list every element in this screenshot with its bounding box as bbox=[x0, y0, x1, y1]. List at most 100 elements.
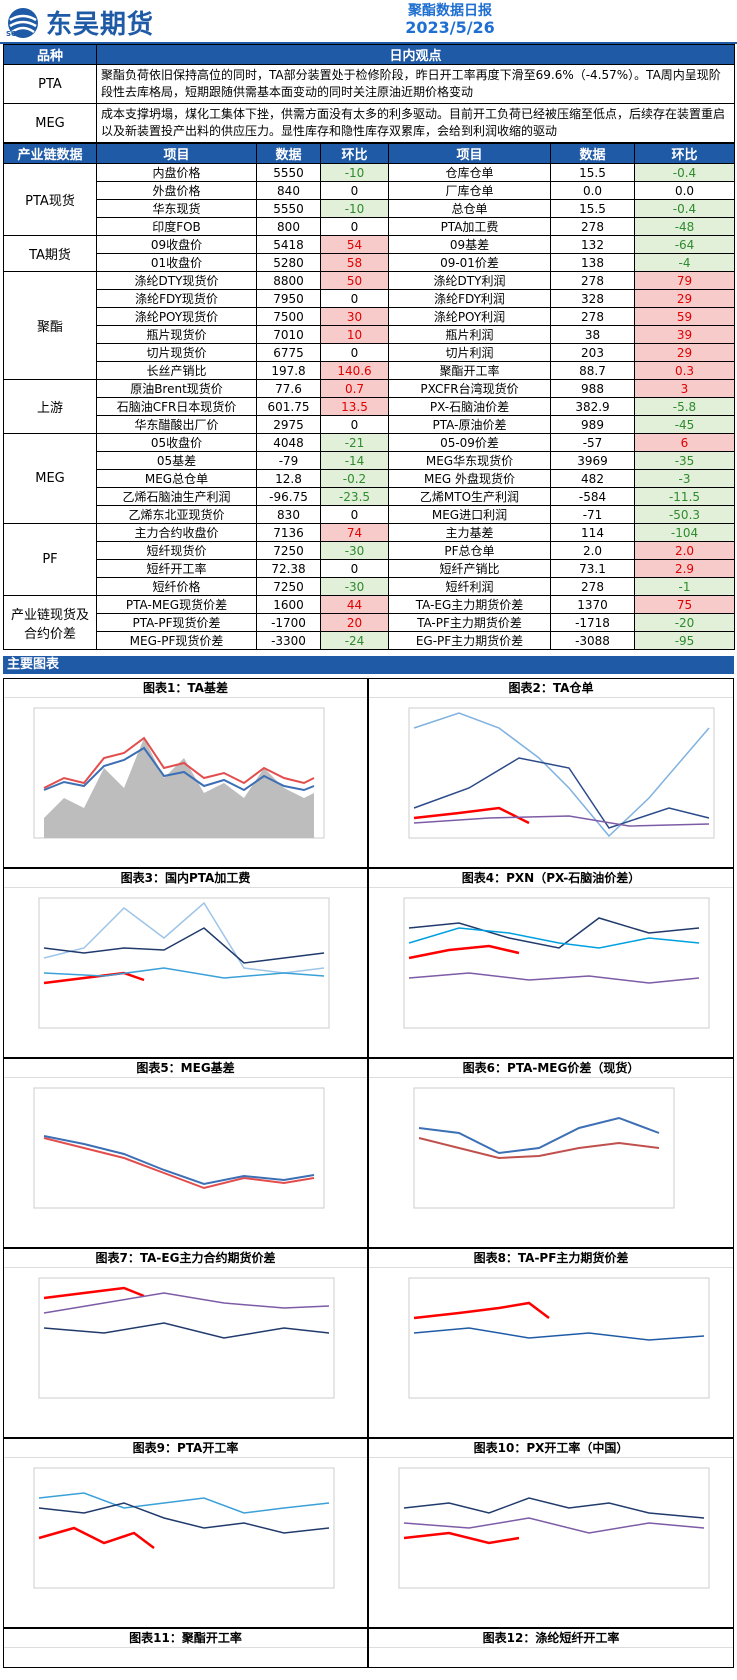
report-header: 东吴期货 SCF 聚酯数据日报 2023/5/26 bbox=[0, 0, 737, 44]
table-row: MEG-PF现货价差 -3300 -24 EG-PF主力期货价差 -3088 -95 bbox=[4, 631, 735, 650]
item-cell: 内盘价格 bbox=[96, 163, 257, 182]
item-cell: 瓶片现货价 bbox=[96, 325, 257, 344]
item-cell: 05收盘价 bbox=[96, 433, 257, 452]
value-cell: 988 bbox=[550, 379, 635, 398]
item-cell: PXCFR台湾现货价 bbox=[388, 379, 551, 398]
chart-title: 图表8：TA-PF主力期货价差 bbox=[369, 1249, 733, 1268]
item-cell: 短纤现货价 bbox=[96, 541, 257, 560]
value-cell: 830 bbox=[256, 505, 321, 524]
table-row: 瓶片现货价 7010 10 瓶片利润 38 39 bbox=[4, 325, 735, 344]
value-cell: 7950 bbox=[256, 289, 321, 308]
view-row-meg: MEG 成本支撑坍塌，煤化工集体下挫，供需方面没有太多的利多驱动。目前开工负荷已… bbox=[3, 103, 735, 143]
value-cell: 5550 bbox=[256, 199, 321, 218]
change-cell: -11.5 bbox=[634, 487, 735, 506]
change-cell: 0 bbox=[320, 505, 389, 524]
item-cell: 涤纶DTY现货价 bbox=[96, 271, 257, 290]
change-cell: -64 bbox=[634, 235, 735, 254]
value-cell: 0.0 bbox=[550, 181, 635, 200]
view-text: 成本支撑坍塌，煤化工集体下挫，供需方面没有太多的利多驱动。目前开工负荷已经被压缩… bbox=[96, 103, 735, 143]
chart-pta-margin: 图表3：国内PTA加工费 bbox=[3, 868, 368, 1058]
table-row: MEG 05收盘价 4048 -21 05-09价差 -57 6 bbox=[3, 433, 735, 524]
view-text: 聚酯负荷依旧保持高位的同时，TA部分装置处于检修阶段，昨日开工率再度下滑至69.… bbox=[96, 64, 735, 104]
change-cell: 58 bbox=[320, 253, 389, 272]
views-col-intraday: 日内观点 bbox=[96, 44, 735, 65]
table-row: 切片现货价 6775 0 切片利润 203 29 bbox=[4, 343, 735, 362]
change-cell: -48 bbox=[634, 217, 735, 236]
change-cell: -1 bbox=[634, 577, 735, 596]
value-cell: -1718 bbox=[550, 613, 635, 632]
table-row: 长丝产销比 197.8 140.6 聚酯开工率 88.7 0.3 bbox=[4, 361, 735, 380]
chart-polyester-operating-rate: 图表11：聚酯开工率 bbox=[3, 1628, 368, 1668]
change-cell: 75 bbox=[634, 595, 735, 614]
change-cell: 0.3 bbox=[634, 361, 735, 380]
value-cell: 1370 bbox=[550, 595, 635, 614]
change-cell: 13.5 bbox=[320, 397, 389, 416]
chart-plot bbox=[33, 707, 325, 839]
item-cell: 短纤开工率 bbox=[96, 559, 257, 578]
chart-plot bbox=[413, 1087, 675, 1209]
value-cell: 278 bbox=[550, 271, 635, 290]
value-cell: 5280 bbox=[256, 253, 321, 272]
change-cell: 54 bbox=[320, 235, 389, 254]
chart-plot bbox=[33, 1087, 325, 1209]
change-cell: -95 bbox=[634, 631, 735, 650]
data-body: PTA现货 内盘价格 5550 -10 仓库仓单 15.5 -0.4 外盘价格 840 0 厂库仓单… bbox=[3, 163, 735, 650]
value-cell: 114 bbox=[550, 523, 635, 542]
chart-title: 图表5：MEG基差 bbox=[4, 1059, 367, 1078]
item-cell: 短纤价格 bbox=[96, 577, 257, 596]
change-cell: 20 bbox=[320, 613, 389, 632]
item-cell: 厂库仓单 bbox=[388, 181, 551, 200]
change-cell: 0 bbox=[320, 343, 389, 362]
chart-title: 图表7：TA-EG主力合约期货价差 bbox=[4, 1249, 367, 1268]
item-cell: 05-09价差 bbox=[388, 433, 551, 452]
item-cell: 长丝产销比 bbox=[96, 361, 257, 380]
change-cell: 50 bbox=[320, 271, 389, 290]
chart-title: 图表2：TA仓单 bbox=[369, 679, 733, 698]
item-cell: 短纤利润 bbox=[388, 577, 551, 596]
item-cell: 涤纶DTY利润 bbox=[388, 271, 551, 290]
change-cell: 0 bbox=[320, 415, 389, 434]
change-cell: -30 bbox=[320, 541, 389, 560]
table-row: 石脑油CFR日本现货价 601.75 13.5 PX-石脑油价差 382.9 -5.8 bbox=[4, 397, 735, 416]
change-cell: 0.7 bbox=[320, 379, 389, 398]
value-cell: 7250 bbox=[256, 541, 321, 560]
value-cell: 132 bbox=[550, 235, 635, 254]
item-cell: 05基差 bbox=[96, 451, 257, 470]
change-cell: 39 bbox=[634, 325, 735, 344]
value-cell: 3969 bbox=[550, 451, 635, 470]
category-cell: PTA现货 bbox=[3, 163, 97, 236]
chart-title: 图表4：PXN（PX-石脑油价差） bbox=[369, 869, 733, 888]
chart-plot bbox=[408, 1277, 710, 1399]
item-cell: 切片利润 bbox=[388, 343, 551, 362]
col-header: 项目 bbox=[388, 143, 551, 164]
change-cell: -35 bbox=[634, 451, 735, 470]
value-cell: -3300 bbox=[256, 631, 321, 650]
change-cell: -5.8 bbox=[634, 397, 735, 416]
item-cell: TA-PF主力期货价差 bbox=[388, 613, 551, 632]
value-cell: 989 bbox=[550, 415, 635, 434]
value-cell: -96.75 bbox=[256, 487, 321, 506]
change-cell: 44 bbox=[320, 595, 389, 614]
chart-ta-warrant: 图表2：TA仓单 bbox=[368, 678, 734, 868]
chart-plot bbox=[38, 1277, 335, 1399]
value-cell: 328 bbox=[550, 289, 635, 308]
change-cell: -3 bbox=[634, 469, 735, 488]
chart-ta-basis: 图表1：TA基差 bbox=[3, 678, 368, 868]
value-cell: 73.1 bbox=[550, 559, 635, 578]
item-cell: MEG华东现货价 bbox=[388, 451, 551, 470]
brand-globe-icon bbox=[8, 7, 38, 38]
item-cell: 乙烯MTO生产利润 bbox=[388, 487, 551, 506]
change-cell: -24 bbox=[320, 631, 389, 650]
change-cell: 140.6 bbox=[320, 361, 389, 380]
change-cell: 0 bbox=[320, 289, 389, 308]
data-header-row: 产业链数据 项目 数据 环比 项目 数据 环比 bbox=[3, 143, 735, 164]
item-cell: 01收盘价 bbox=[96, 253, 257, 272]
item-cell: PTA-原油价差 bbox=[388, 415, 551, 434]
item-cell: 切片现货价 bbox=[96, 343, 257, 362]
change-cell: 2.9 bbox=[634, 559, 735, 578]
chart-pta-operating-rate: 图表9：PTA开工率 bbox=[3, 1438, 368, 1628]
item-cell: 乙烯东北亚现货价 bbox=[96, 505, 257, 524]
change-cell: -50.3 bbox=[634, 505, 735, 524]
table-row: 短纤开工率 72.38 0 短纤产销比 73.1 2.9 bbox=[4, 559, 735, 578]
change-cell: 2.0 bbox=[634, 541, 735, 560]
